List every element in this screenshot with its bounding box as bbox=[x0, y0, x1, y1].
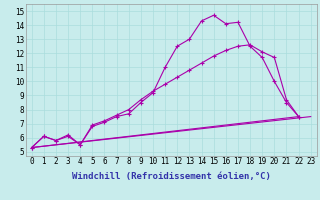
X-axis label: Windchill (Refroidissement éolien,°C): Windchill (Refroidissement éolien,°C) bbox=[72, 172, 271, 181]
